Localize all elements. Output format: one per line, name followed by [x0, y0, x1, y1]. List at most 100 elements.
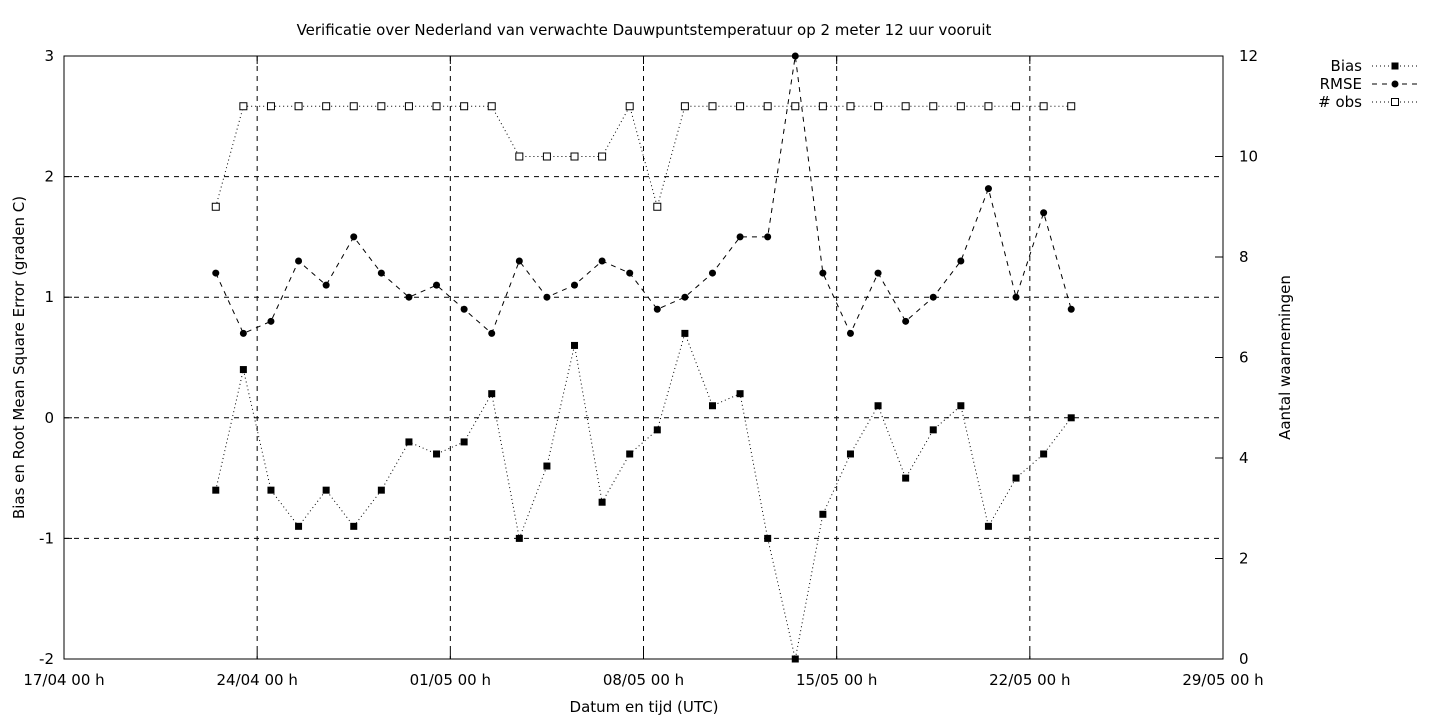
- data-point-obs: [763, 102, 772, 111]
- data-point-rmse: [571, 281, 579, 289]
- data-point-obs: [211, 202, 220, 211]
- data-point-bias: [322, 486, 330, 494]
- data-point-obs: [956, 102, 965, 111]
- data-point-bias: [405, 438, 413, 446]
- data-point-obs: [377, 102, 386, 111]
- data-point-rmse: [488, 329, 496, 337]
- data-point-rmse: [598, 257, 606, 265]
- data-point-rmse: [295, 257, 303, 265]
- y-tick-label: -1: [39, 529, 54, 547]
- data-point-obs: [266, 102, 275, 111]
- data-point-bias: [1067, 414, 1075, 422]
- data-point-rmse: [239, 329, 247, 337]
- y2-tick-label: 6: [1239, 349, 1249, 367]
- data-point-obs: [404, 102, 413, 111]
- data-point-obs: [929, 102, 938, 111]
- data-point-rmse: [350, 233, 358, 241]
- data-point-rmse: [626, 269, 634, 277]
- y2-tick-label: 10: [1239, 148, 1258, 166]
- data-point-bias: [598, 498, 606, 506]
- data-point-bias: [874, 402, 882, 410]
- grid: [64, 56, 1223, 659]
- x-tick-label: 01/05 00 h: [410, 671, 491, 689]
- data-point-rmse: [1067, 305, 1075, 313]
- x-axis-label: Datum en tijd (UTC): [570, 698, 719, 716]
- y-tick-label: 0: [44, 409, 54, 427]
- data-point-obs: [1039, 102, 1048, 111]
- data-point-obs: [598, 152, 607, 161]
- x-tick-label: 17/04 00 h: [23, 671, 104, 689]
- data-point-obs: [432, 102, 441, 111]
- data-point-obs: [625, 102, 634, 111]
- y-tick-label: 2: [44, 168, 54, 186]
- data-point-bias: [488, 390, 496, 398]
- data-point-obs: [680, 102, 689, 111]
- data-point-obs: [349, 102, 358, 111]
- data-point-obs: [984, 102, 993, 111]
- data-point-obs: [1012, 102, 1021, 111]
- x-tick-label: 08/05 00 h: [603, 671, 684, 689]
- data-point-bias: [1012, 474, 1020, 482]
- data-point-obs: [322, 102, 331, 111]
- data-point-rmse: [957, 257, 965, 265]
- data-point-bias: [267, 486, 275, 494]
- data-point-obs: [239, 102, 248, 111]
- y2-tick-label: 4: [1239, 449, 1249, 467]
- series-line-bias: [215, 331, 1072, 660]
- data-point-obs: [294, 102, 303, 111]
- data-point-obs: [653, 202, 662, 211]
- data-point-rmse: [846, 329, 854, 337]
- data-point-bias: [902, 474, 910, 482]
- data-point-rmse: [460, 305, 468, 313]
- y2-tick-label: 0: [1239, 650, 1249, 668]
- y2-axis-label: Aantal waarnemingen: [1276, 275, 1294, 440]
- data-point-bias: [1040, 450, 1048, 458]
- data-point-bias: [653, 426, 661, 434]
- data-point-rmse: [322, 281, 330, 289]
- x-tick-label: 29/05 00 h: [1182, 671, 1263, 689]
- y2-tick-label: 2: [1239, 550, 1249, 568]
- series-obs: [211, 102, 1076, 211]
- data-point-bias: [543, 462, 551, 470]
- data-point-rmse: [212, 269, 220, 277]
- data-series: [211, 52, 1076, 663]
- data-point-obs: [487, 102, 496, 111]
- chart-title: Verificatie over Nederland van verwachte…: [297, 21, 992, 39]
- y-tick-label: -2: [39, 650, 54, 668]
- data-point-bias: [239, 366, 247, 374]
- data-point-rmse: [819, 269, 827, 277]
- data-point-obs: [736, 102, 745, 111]
- data-point-bias: [460, 438, 468, 446]
- data-point-rmse: [267, 317, 275, 325]
- data-point-rmse: [515, 257, 523, 265]
- data-point-rmse: [708, 269, 716, 277]
- legend-label-rmse: RMSE: [1320, 75, 1362, 93]
- data-point-rmse: [1040, 209, 1048, 217]
- data-point-rmse: [984, 185, 992, 193]
- data-point-rmse: [405, 293, 413, 301]
- data-point-obs: [570, 152, 579, 161]
- data-point-rmse: [929, 293, 937, 301]
- data-point-bias: [433, 450, 441, 458]
- data-point-rmse: [874, 269, 882, 277]
- data-point-bias: [681, 329, 689, 337]
- legend-label-bias: Bias: [1331, 57, 1363, 75]
- data-point-rmse: [377, 269, 385, 277]
- x-tick-label: 24/04 00 h: [216, 671, 297, 689]
- data-point-bias: [846, 450, 854, 458]
- data-point-obs: [874, 102, 883, 111]
- data-point-rmse: [902, 317, 910, 325]
- legend-label-obs: # obs: [1318, 93, 1362, 111]
- series-bias: [212, 329, 1075, 663]
- plot-frame: [63, 55, 1224, 660]
- data-point-rmse: [1012, 293, 1020, 301]
- data-point-obs: [818, 102, 827, 111]
- data-point-bias: [984, 522, 992, 530]
- data-point-rmse: [543, 293, 551, 301]
- data-point-obs: [846, 102, 855, 111]
- data-point-bias: [626, 450, 634, 458]
- data-point-rmse: [653, 305, 661, 313]
- data-point-rmse: [681, 293, 689, 301]
- legend-marker-rmse: [1391, 80, 1399, 88]
